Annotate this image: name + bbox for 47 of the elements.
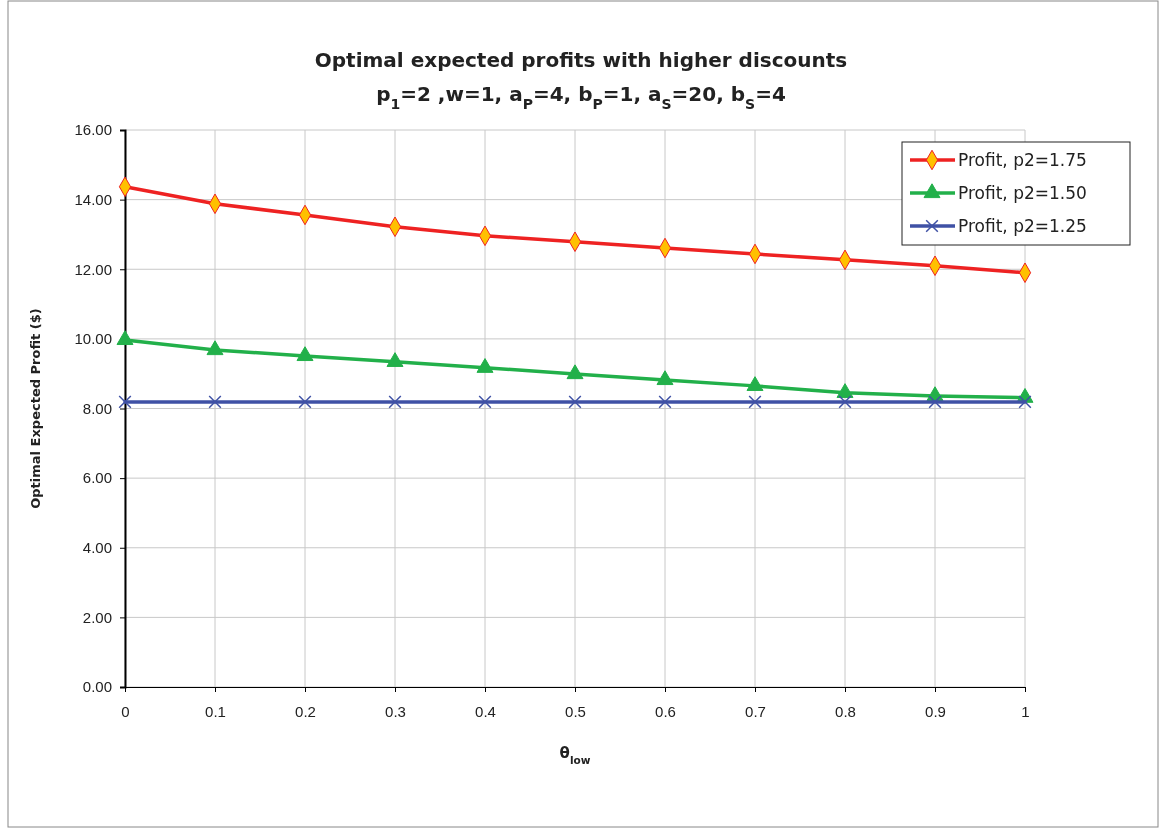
point (478, 395, 492, 409)
point (476, 358, 494, 373)
x-tick-label: 0 (121, 702, 130, 720)
x-tick-label: 0.1 (205, 702, 226, 720)
chart-title: Optimal expected profits with higher discounts (314, 48, 848, 72)
point (746, 376, 764, 391)
point (656, 370, 674, 386)
point (298, 395, 312, 409)
point (928, 395, 942, 409)
y-tick-label: 8.00 (82, 399, 112, 417)
point (116, 330, 134, 346)
y-axis-title: Optimal Expected Profit ($) (28, 308, 43, 509)
point (118, 395, 132, 409)
y-tick-label: 2.00 (82, 608, 112, 626)
y-tick-label: 14.00 (74, 190, 112, 208)
y-tick-label: 4.00 (82, 539, 112, 557)
x-tick-label: 0.7 (745, 702, 766, 720)
y-tick-label: 10.00 (74, 330, 112, 348)
point (1018, 395, 1032, 409)
x-tick-label: 0.2 (295, 702, 316, 720)
point (208, 395, 222, 409)
point (296, 346, 314, 362)
point (568, 395, 582, 409)
point (566, 364, 584, 380)
point (388, 395, 402, 409)
x-tick-label: 0.3 (385, 702, 406, 720)
y-tick-label: 0.00 (82, 678, 112, 696)
x-axis-title: θ$_{low}$ (559, 744, 591, 766)
legend-label: Profit, p2=1.50 (958, 183, 1087, 203)
point (836, 383, 854, 398)
point (658, 395, 672, 409)
x-tick-label: 0.8 (835, 702, 856, 720)
point (838, 395, 852, 409)
y-tick-label: 12.00 (74, 260, 112, 278)
point (386, 352, 404, 367)
point (748, 395, 762, 409)
point (206, 340, 224, 356)
x-tick-label: 0.4 (475, 702, 496, 720)
x-tick-label: 0.6 (655, 702, 676, 720)
y-tick-label: 16.00 (74, 121, 112, 139)
x-tick-label: 0.5 (565, 702, 586, 720)
text: p$_{1}$=2 ,w=1, a$_{P}$=4, b$_{P}$=1, a$_{S}$=20, b$_{S}$=4 (376, 82, 786, 112)
legend-label: Profit, p2=1.75 (958, 150, 1087, 170)
x-tick-label: 1 (1021, 702, 1030, 720)
legend-label: Profit, p2=1.25 (958, 216, 1087, 236)
x-tick-label: 0.9 (925, 702, 946, 720)
y-tick-label: 6.00 (82, 469, 112, 487)
